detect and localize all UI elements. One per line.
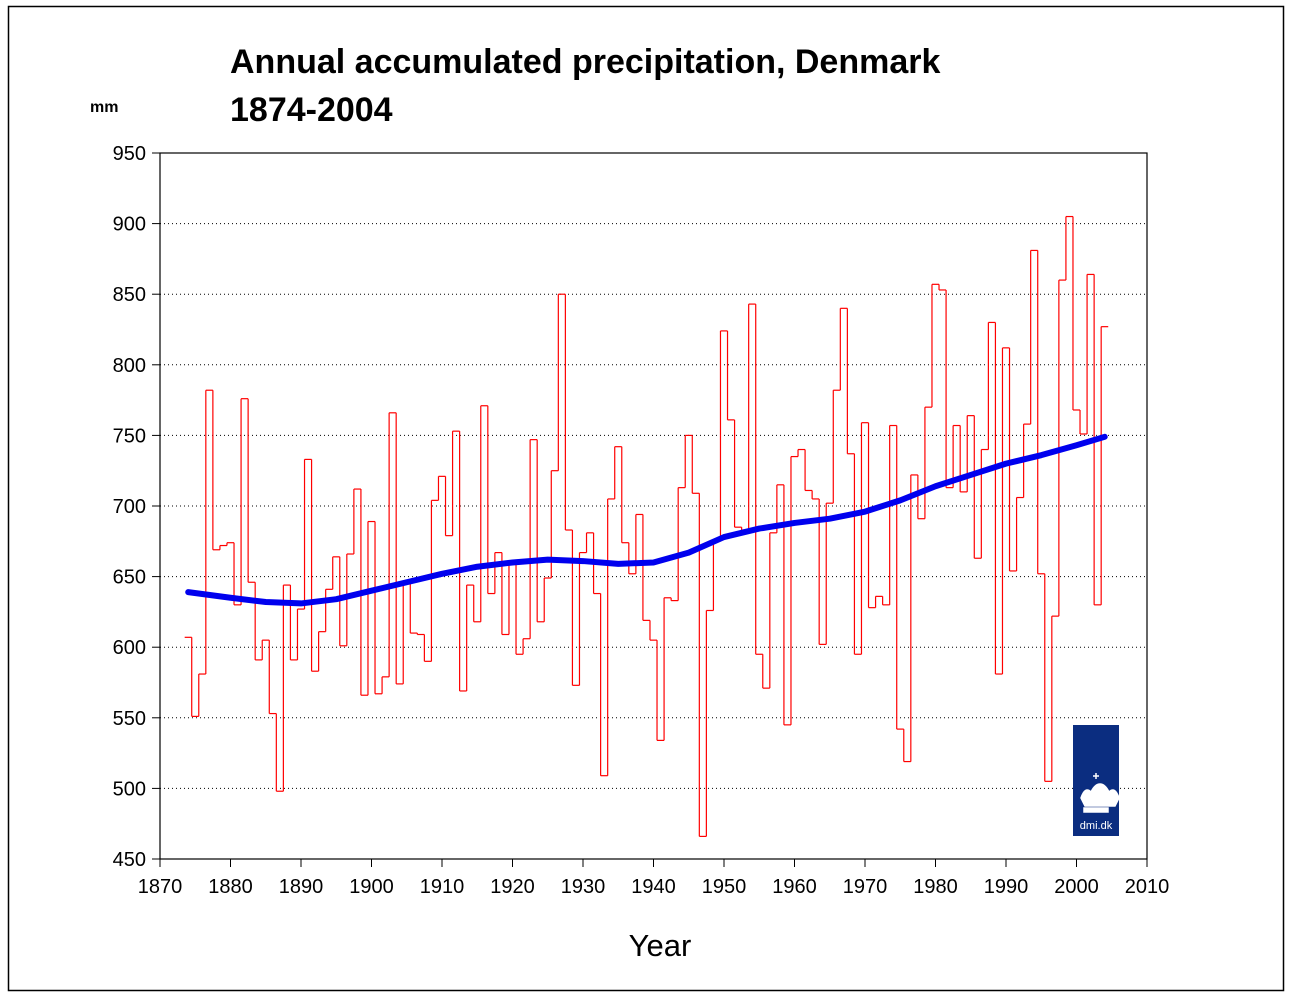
x-tick-label: 1980 (913, 876, 958, 898)
x-tick-label: 2000 (1054, 876, 1099, 898)
x-tick-label: 1900 (349, 876, 394, 898)
y-tick-label: 500 (113, 778, 146, 800)
x-tick-label: 1910 (420, 876, 465, 898)
y-tick-label: 850 (113, 284, 146, 306)
x-tick-label: 1960 (772, 876, 817, 898)
y-tick-label: 950 (113, 143, 146, 165)
trend-line (185, 433, 1108, 607)
y-tick-label: 650 (113, 567, 146, 589)
y-tick-label: 600 (113, 637, 146, 659)
logo-crown (1080, 773, 1120, 813)
x-tick-label: 1880 (208, 876, 253, 898)
logo: dmi.dk (1073, 725, 1120, 836)
x-tick-label: 1970 (843, 876, 888, 898)
x-tick-label: 1930 (561, 876, 606, 898)
x-axis-label: Year (629, 928, 692, 963)
y-tick-label: 900 (113, 214, 146, 236)
x-tick-label: 1940 (631, 876, 676, 898)
x-tick-label: 1990 (984, 876, 1029, 898)
x-tick-label: 2010 (1125, 876, 1170, 898)
x-tick-label: 1890 (279, 876, 324, 898)
x-tick-label: 1870 (138, 876, 183, 898)
x-tick-label: 1920 (490, 876, 535, 898)
x-tick-label: 1950 (702, 876, 747, 898)
frame (7, 5, 1285, 992)
y-tick-label: 450 (113, 849, 146, 871)
chart-subtitle: 1874-2004 (230, 91, 393, 129)
y-axis-label: mm (90, 99, 118, 116)
y-tick-label: 700 (113, 496, 146, 518)
chart-title: Annual accumulated precipitation, Denmar… (230, 43, 940, 81)
y-tick-label: 800 (113, 355, 146, 377)
logo-box (1073, 725, 1119, 836)
y-tick-label: 750 (113, 425, 146, 447)
plot-frame (159, 152, 1148, 860)
logo-text: dmi.dk (1080, 820, 1113, 832)
y-tick-label: 550 (113, 708, 146, 730)
